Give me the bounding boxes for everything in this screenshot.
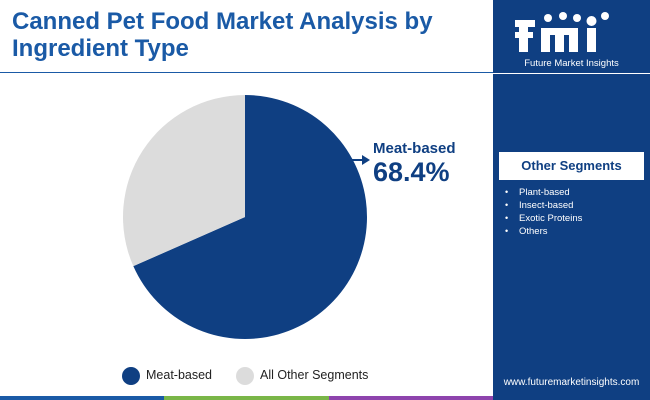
pie-slices — [123, 94, 368, 339]
list-item: Plant-based — [503, 186, 582, 199]
bottom-bar-segment — [0, 396, 165, 400]
bottom-color-bar — [0, 396, 493, 400]
pie-slice-meat-based — [133, 95, 368, 339]
fmi-logo: Future Market Insights — [493, 6, 650, 72]
callout-value: 68.4% — [373, 157, 450, 187]
legend-swatch-all-other-segments — [236, 367, 254, 385]
pie-slice-all-other-segments — [123, 94, 245, 267]
bottom-bar-segment — [164, 396, 329, 400]
fmi-logo-mark — [515, 12, 609, 52]
other-segments-list: Plant-based Insect-based Exotic Proteins… — [503, 186, 582, 238]
legend-label-all-other-segments: All Other Segments — [260, 368, 369, 382]
sidebar-divider — [493, 73, 650, 74]
website-url[interactable]: www.futuremarketinsights.com — [503, 377, 640, 388]
list-item: Exotic Proteins — [503, 212, 582, 225]
bottom-bar-segment — [328, 396, 493, 400]
list-item: Others — [503, 225, 582, 238]
legend-label-meat-based: Meat-based — [146, 368, 213, 382]
pie-chart — [123, 94, 370, 339]
callout-arrow — [348, 155, 370, 165]
page-title: Canned Pet Food Market Analysis by Ingre… — [12, 8, 433, 62]
other-segments-heading: Other Segments — [499, 152, 644, 180]
sidebar: Future Market Insights Other Segments Pl… — [493, 0, 650, 400]
legend-swatch-meat-based — [122, 367, 140, 385]
list-item: Insect-based — [503, 199, 582, 212]
callout-label: Meat-based — [373, 140, 456, 157]
fmi-logo-name: Future Market Insights — [524, 58, 619, 69]
title-divider — [0, 72, 493, 73]
